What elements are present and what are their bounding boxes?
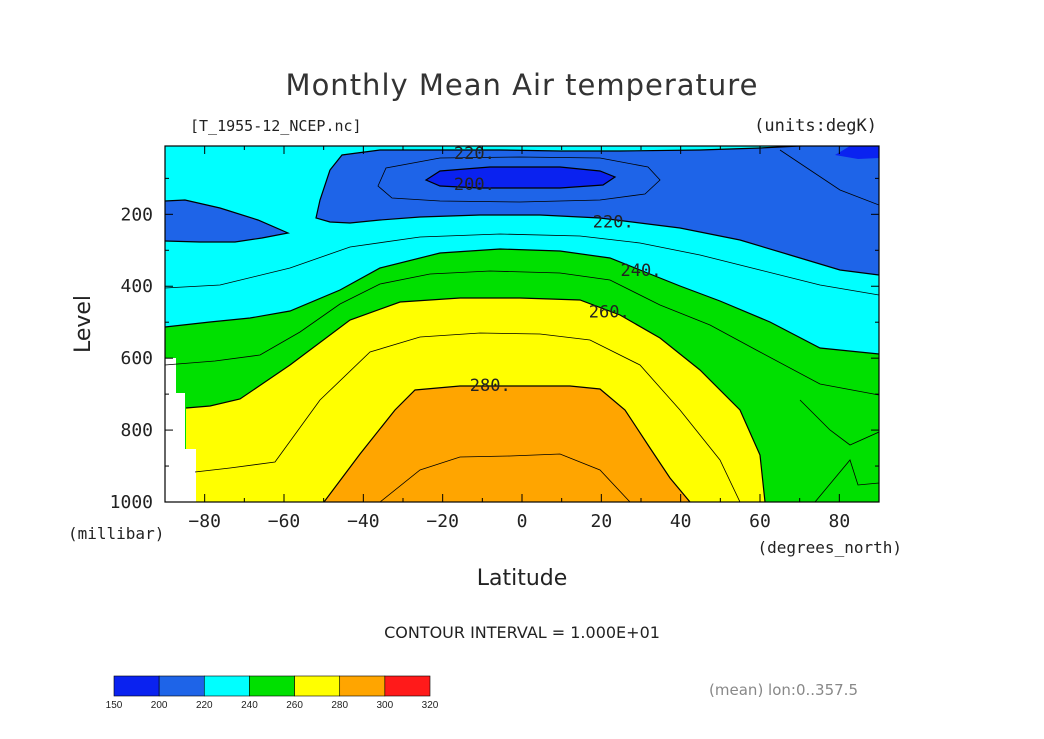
chart-title: Monthly Mean Air temperature — [286, 68, 759, 102]
colorbar-tick-label: 260 — [286, 700, 303, 711]
x-tick-label: −60 — [268, 511, 301, 532]
y-tick-label: 800 — [120, 420, 153, 441]
y-units-label: (millibar) — [68, 524, 164, 543]
contour-boundary-200 — [424, 166, 617, 189]
colorbar-swatch — [384, 675, 431, 697]
source-file-label: [T_1955-12_NCEP.nc] — [190, 117, 362, 135]
units-label: (units:degK) — [754, 116, 877, 136]
x-tick-label: 40 — [670, 511, 692, 532]
filled-contour-bands — [165, 146, 879, 502]
colorbar-tick-label: 320 — [422, 700, 439, 711]
y-tick-label: 400 — [120, 276, 153, 297]
colorbar-swatch — [249, 675, 295, 697]
contour-line-270 — [194, 332, 741, 502]
contour-boundary-220-south — [165, 199, 291, 243]
contour-line-north-small — [814, 459, 879, 502]
y-axis-label: Level — [71, 295, 96, 353]
missing-data-mask — [165, 358, 196, 502]
x-axis-label: Latitude — [477, 566, 568, 591]
contour-boundary-220 — [315, 146, 879, 276]
colorbar-swatch — [339, 675, 386, 697]
band-200-220-south — [165, 200, 288, 242]
contour-boundaries — [165, 146, 879, 502]
x-tick-label: −20 — [426, 511, 459, 532]
contour-line-250 — [165, 270, 879, 396]
colorbar: 150 200 220 240 260 280 300 320 — [106, 675, 439, 711]
colorbar-tick-label: 300 — [377, 700, 394, 711]
colorbar-swatch — [113, 675, 160, 697]
contour-boundary-240 — [165, 248, 879, 355]
band-150-200 — [426, 167, 615, 188]
contour-boundary-280 — [323, 385, 691, 502]
x-tick-label: 0 — [517, 511, 528, 532]
contour-label: 260. — [589, 302, 630, 322]
contour-line-260-north — [799, 399, 879, 446]
band-280-300 — [324, 386, 690, 502]
x-tick-label: 20 — [590, 511, 612, 532]
y-tick-label: 600 — [120, 348, 153, 369]
x-tick-label: −40 — [347, 511, 380, 532]
colorbar-swatch — [203, 675, 250, 697]
y-tick-label: 200 — [120, 204, 153, 225]
contour-boundary-260 — [185, 297, 766, 502]
contour-lines — [165, 149, 879, 502]
contour-interval-text: CONTOUR INTERVAL = 1.000E+01 — [384, 623, 660, 642]
contour-label: 220. — [593, 213, 634, 233]
contour-line-230 — [165, 233, 879, 296]
contour-label: 240. — [621, 261, 662, 281]
y-tick-label: 1000 — [110, 492, 153, 513]
contour-line-210 — [377, 156, 661, 203]
colorbar-tick-label: 150 — [106, 700, 123, 711]
colorbar-swatch — [158, 675, 205, 697]
contour-label: 220. — [454, 144, 495, 164]
colorbar-swatch — [294, 675, 341, 697]
contour-label: 200. — [454, 175, 495, 195]
colorbar-tick-label: 220 — [196, 700, 213, 711]
contour-line-290 — [379, 453, 631, 502]
footnote: (mean) lon:0..357.5 — [709, 681, 858, 699]
colorbar-tick-label: 280 — [331, 700, 348, 711]
x-units-label: (degrees_north) — [758, 538, 903, 557]
contour-line-210-north — [779, 149, 879, 206]
contour-label: 280. — [470, 376, 511, 396]
contour-labels: 220. 200. 220. 240. 260. 280. — [454, 144, 662, 396]
band-150-200-north — [835, 146, 879, 159]
y-axis: 200 400 600 800 1000 — [110, 177, 879, 513]
x-tick-label: 60 — [749, 511, 771, 532]
x-axis: −80 −60 −40 −20 0 20 40 60 80 — [164, 146, 880, 532]
x-tick-label: 80 — [828, 511, 850, 532]
x-tick-label: −80 — [188, 511, 221, 532]
colorbar-tick-label: 240 — [241, 700, 258, 711]
colorbar-tick-label: 200 — [151, 700, 168, 711]
